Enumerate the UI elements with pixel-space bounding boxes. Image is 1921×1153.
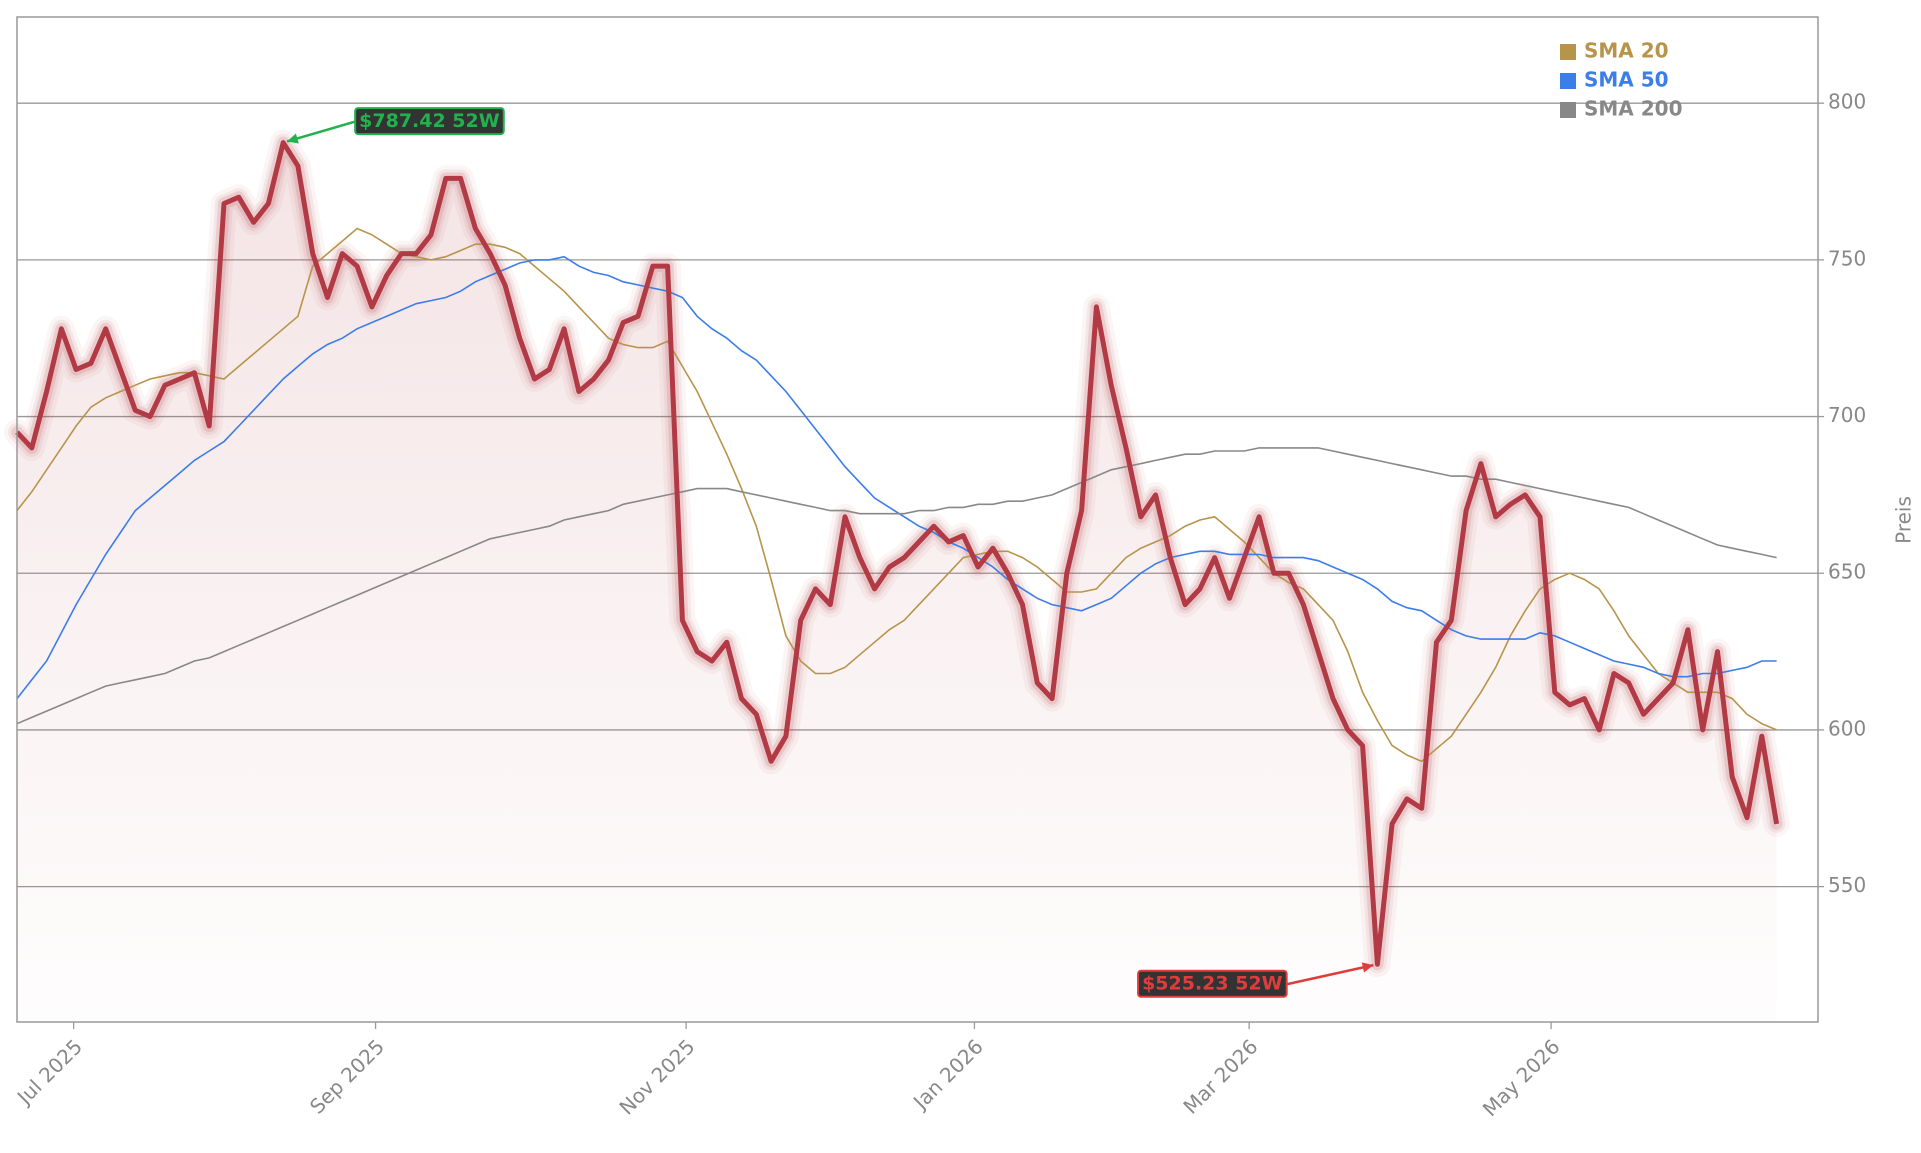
annotation: $525.23 52W [1137,962,1374,998]
annotation-text: $525.23 52W [1142,973,1283,995]
annotation-arrowhead [1361,962,1374,973]
x-tick-label: Mar 2026 [1178,1034,1262,1118]
y-tick-label: 700 [1828,403,1866,427]
y-tick-label: 550 [1828,873,1866,897]
annotation-arrow [1286,963,1374,986]
legend-swatch [1560,44,1576,60]
legend-swatch [1560,102,1576,118]
y-tick-label: 650 [1828,560,1866,584]
y-tick-label: 750 [1828,246,1866,270]
x-tick-label: May 2026 [1478,1034,1565,1121]
y-axis-label: Preis [1892,496,1916,544]
price-line [15,140,1780,967]
annotation-text: $787.42 52W [359,110,500,132]
x-tick-label: Sep 2025 [305,1034,389,1118]
x-tick-label: Jul 2025 [11,1034,87,1110]
legend-label: SMA 50 [1584,68,1669,92]
plot-frame [16,16,1819,1023]
sma-line [16,255,1777,700]
annotation-box [354,107,505,136]
legend-swatch [1560,73,1576,89]
sma-line [16,227,1777,763]
legend-label: SMA 200 [1584,97,1683,121]
y-tick-label: 600 [1828,716,1866,740]
annotation: $787.42 52W [286,107,505,144]
y-tick-label: 800 [1828,90,1866,114]
x-tick-label: Nov 2025 [614,1034,699,1119]
annotation-arrowhead [286,133,299,144]
legend-label: SMA 20 [1584,39,1669,63]
annotation-arrow [286,120,356,143]
price-area [17,142,1777,1023]
x-tick-label: Jan 2026 [907,1034,988,1115]
